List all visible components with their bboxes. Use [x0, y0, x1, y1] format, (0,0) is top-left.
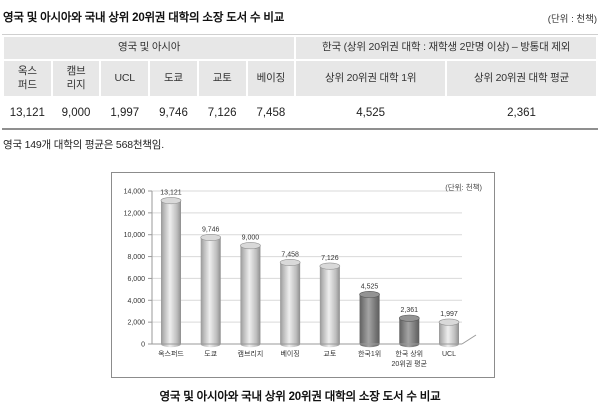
column-header-ucl: UCL — [99, 59, 151, 98]
bar-value-label: 1,997 — [440, 311, 458, 318]
chart-bar-top — [398, 314, 420, 322]
value-cell-kyoto: 7,126 — [197, 97, 247, 128]
chart-bar-top — [438, 318, 460, 326]
x-tick-label: 베이징 — [280, 349, 299, 358]
data-table: 영국 및 아시아 한국 (상위 20위권 대학 : 재학생 2만명 이상) – … — [1, 35, 598, 128]
chart-unit-label: (단위: 천책) — [445, 182, 482, 192]
chart-bar-top — [279, 258, 301, 266]
chart-frame: 0 2,000 4,000 6,000 8,000 10,000 12,000 14,000 … — [111, 172, 495, 378]
chart-bar-top — [160, 197, 182, 205]
chart-caption: 영국 및 아시아와 국내 상위 20위권 대학의 소장 도서 수 비교 — [159, 391, 441, 403]
data-table-wrapper: 영국 및 아시아 한국 (상위 20위권 대학 : 재학생 2만명 이상) – … — [1, 34, 598, 130]
bar-value-label: 9,746 — [202, 226, 220, 233]
column-header-cambridge: 캠브 리지 — [50, 59, 102, 98]
x-tick-label: UCL — [442, 351, 456, 358]
bar-value-label: 13,121 — [160, 190, 182, 197]
y-axis-labels: 0 2,000 4,000 6,000 8,000 10,000 12,000 14,000 — [124, 189, 146, 349]
chart-bar — [161, 200, 181, 344]
chart-bar-top — [240, 242, 261, 250]
chart-bar-top — [319, 262, 341, 270]
y-tick-label: 4,000 — [127, 298, 145, 305]
value-cell-korea-avg: 2,361 — [446, 97, 597, 128]
column-header-korea-avg: 상위 20위권 대학 평균 — [445, 59, 598, 98]
column-header-tokyo: 도쿄 — [148, 59, 199, 98]
footnote: 영국 149개 대학의 평균은 568천책임. — [3, 139, 164, 151]
y-tick-label: 0 — [141, 342, 145, 349]
bars — [160, 197, 460, 348]
gridlines — [152, 190, 462, 323]
chart-bar-top — [359, 291, 380, 299]
chart-bar — [319, 266, 340, 344]
chart-bar-top — [200, 233, 222, 241]
column-header-korea-top1: 상위 20위권 대학 1위 — [294, 59, 448, 98]
y-tick-label: 10,000 — [124, 232, 146, 239]
column-header-oxford: 옥스 퍼드 — [2, 59, 53, 98]
group-header-korea: 한국 (상위 20위권 대학 : 재학생 2만명 이상) – 방통대 제외 — [294, 35, 598, 61]
title-bar: 영국 및 아시아와 국내 상위 20위권 대학의 소장 도서 수 비교 (단위 … — [0, 0, 600, 25]
chart-bar — [280, 262, 301, 344]
floor-edge-line — [461, 334, 477, 345]
chart-bar — [359, 294, 380, 344]
x-tick-label: 한국1위 — [358, 350, 381, 358]
x-tick-label: 20위권 평균 — [392, 359, 428, 368]
x-tick-label: 한국 상위 — [395, 349, 423, 358]
x-tick-label: 도쿄 — [204, 350, 217, 358]
y-tick-label: 8,000 — [127, 254, 145, 261]
bar-value-label: 2,361 — [401, 307, 419, 314]
bar-value-label: 4,525 — [361, 284, 379, 291]
value-cell-beijing: 7,458 — [246, 97, 296, 128]
bar-value-labels: 13,121 9,746 9,000 7,458 7,126 4,525 2,361 1,99… — [160, 190, 458, 319]
chart-bar — [200, 237, 221, 344]
y-tick-label: 12,000 — [124, 210, 146, 217]
column-header-beijing: 베이징 — [245, 59, 297, 98]
value-cell-cambridge: 9,000 — [51, 97, 101, 128]
value-cell-korea-top1: 4,525 — [295, 97, 447, 128]
chart-bar — [240, 245, 261, 344]
bar-value-label: 7,458 — [281, 251, 299, 258]
value-cell-oxford: 13,121 — [3, 97, 52, 128]
value-cell-ucl: 1,997 — [100, 97, 150, 128]
bar-value-label: 9,000 — [242, 235, 260, 242]
y-tick-label: 6,000 — [127, 276, 145, 283]
value-cell-tokyo: 9,746 — [149, 97, 198, 128]
table-row: 13,121 9,000 1,997 9,746 7,126 7,458 4,5… — [3, 97, 597, 128]
group-header-uk-asia: 영국 및 아시아 — [1, 35, 297, 61]
column-header-kyoto: 교토 — [196, 59, 248, 98]
page-title: 영국 및 아시아와 국내 상위 20위권 대학의 소장 도서 수 비교 — [3, 12, 285, 24]
y-tick-label: 2,000 — [127, 320, 145, 327]
x-tick-label: 캠브리지 — [238, 349, 264, 358]
chart-bar — [439, 322, 459, 344]
bar-chart: 02,0004,0006,0008,00010,00012,00014,000 … — [124, 182, 483, 368]
unit-note: (단위 : 천책) — [547, 14, 597, 25]
x-tick-label: 교토 — [323, 350, 336, 358]
chart-bar — [399, 318, 420, 344]
bar-value-label: 7,126 — [321, 255, 339, 262]
x-tick-label: 옥스퍼드 — [158, 349, 184, 358]
y-tick-label: 14,000 — [124, 189, 146, 196]
axes — [148, 190, 477, 345]
